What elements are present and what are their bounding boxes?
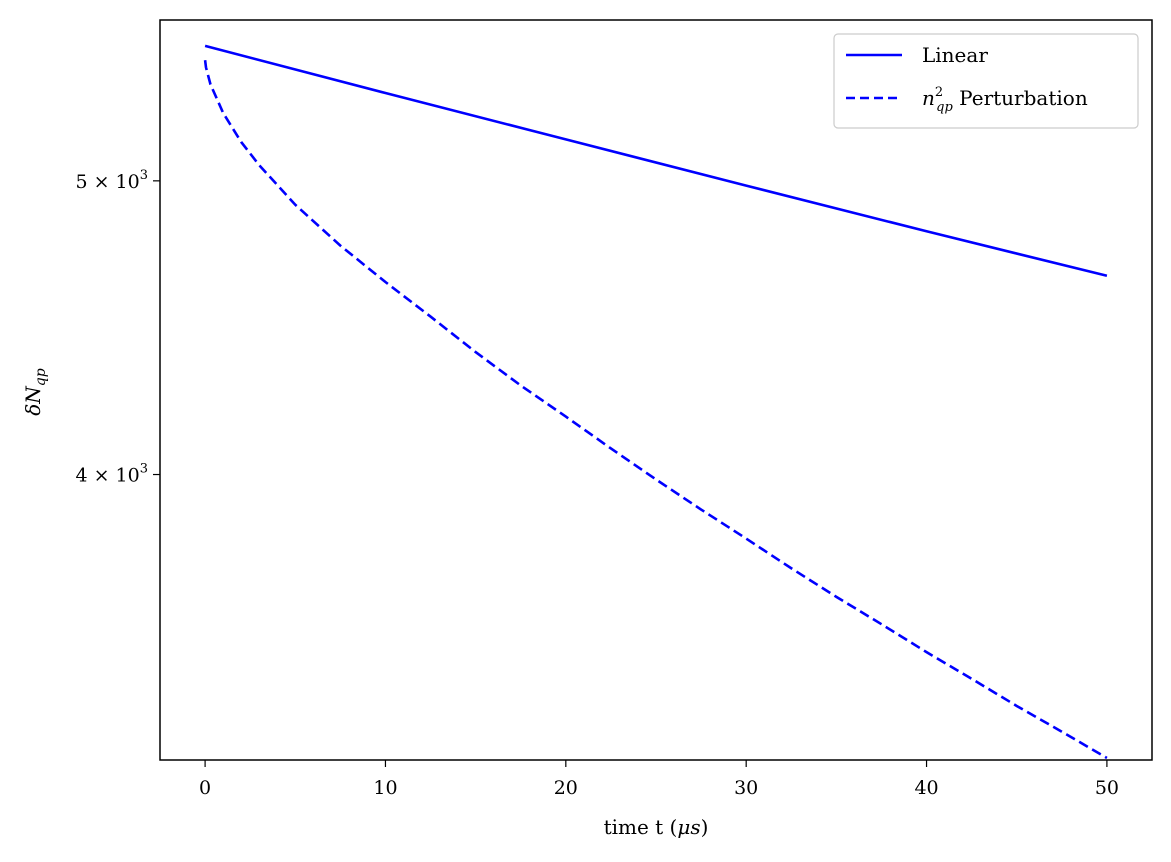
x-tick-label: 0 — [199, 777, 211, 799]
x-tick-label: 30 — [734, 777, 758, 799]
x-tick-label: 40 — [914, 777, 938, 799]
series-layer — [203, 44, 1108, 760]
y-axis-label: δNqp — [21, 368, 49, 416]
legend: Linear n2 qp Perturbation — [833, 33, 1139, 129]
plot-frame — [159, 19, 1153, 761]
y-ticks: 5 × 103 4 × 103 — [75, 168, 160, 487]
legend-box — [833, 33, 1139, 129]
x-tick-label: 10 — [373, 777, 397, 799]
series-perturbation-line — [203, 60, 1108, 760]
x-axis-label: time t (μs) — [604, 815, 709, 839]
x-tick-label: 50 — [1095, 777, 1119, 799]
y-tick-label: 5 × 103 — [75, 168, 148, 193]
legend-perturbation-label: n2 qp Perturbation — [922, 85, 1088, 115]
plot-background — [160, 20, 1152, 760]
legend-linear-label: Linear — [922, 43, 988, 67]
y-tick-label: 4 × 103 — [75, 462, 148, 487]
x-tick-label: 20 — [554, 777, 578, 799]
series-linear-line — [204, 44, 1108, 278]
x-ticks: 0 10 20 30 40 50 — [199, 760, 1119, 799]
